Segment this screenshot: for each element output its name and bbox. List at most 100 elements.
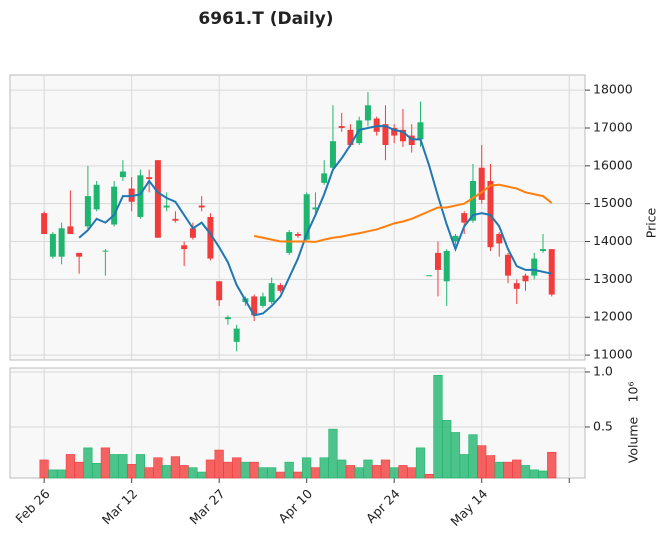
volume-bar (109, 454, 119, 479)
candle-body (111, 186, 118, 225)
volume-bar (337, 459, 347, 479)
candle-body (469, 180, 476, 221)
volume-bar (468, 434, 478, 479)
x-tick-label: Mar 12 (99, 486, 140, 527)
volume-bar (153, 457, 163, 479)
volume-bar (345, 465, 356, 479)
candle-body (163, 205, 170, 208)
candle-body (294, 233, 301, 236)
candle-body (347, 129, 354, 146)
volume-bar (293, 471, 303, 479)
moving-average (78, 125, 552, 317)
volume-bar (48, 469, 58, 479)
candle-body (434, 252, 441, 270)
candle-body (119, 171, 126, 178)
volume-bar (275, 471, 286, 479)
volume-bar (389, 467, 399, 479)
candle-body (198, 205, 205, 208)
volume-bar (433, 374, 443, 479)
y-tick-label: 15000 (593, 195, 633, 210)
y-tick-label: 17000 (593, 119, 633, 134)
candle-body (84, 196, 91, 227)
candle-body (513, 283, 520, 289)
candle-body (58, 228, 65, 257)
volume-bar (267, 467, 277, 479)
candle-body (251, 296, 258, 316)
volume-bar (407, 467, 417, 479)
candle-body (268, 283, 275, 303)
candle-body (443, 250, 450, 282)
candle-body (76, 252, 83, 257)
candle-body (338, 126, 345, 128)
volume-axis-label: Volume (626, 416, 641, 463)
volume-bar (39, 459, 49, 479)
candle-body (154, 160, 161, 238)
x-tick-label: Feb 26 (12, 486, 52, 526)
candle-body (137, 175, 144, 217)
volume-bar (398, 465, 408, 479)
volume-bar (485, 455, 496, 479)
x-tick-label: Mar 27 (186, 486, 227, 527)
candle-body (417, 122, 424, 140)
candle-body (391, 127, 398, 136)
volume-bar (520, 465, 531, 479)
volume-bar (162, 465, 172, 479)
candle-body (102, 250, 109, 252)
volume-bar (450, 432, 461, 479)
y-tick-label: 14000 (593, 233, 633, 248)
x-tick-label: Apr 24 (363, 486, 403, 526)
volume-offset-label: 10⁶ (626, 382, 641, 403)
volume-bar (284, 461, 294, 479)
volume-bar (494, 461, 504, 479)
volume-bar (197, 471, 207, 479)
y-tick-label: 18000 (593, 82, 633, 97)
candle-body (181, 245, 188, 250)
volume-bar (57, 469, 67, 479)
candle-body (224, 317, 231, 320)
volume-bar (74, 461, 84, 479)
volume-bar (65, 454, 75, 479)
candle-body (452, 235, 459, 242)
volume-bar (232, 457, 242, 479)
volume-bar (529, 469, 539, 479)
y-tick-label: 12000 (593, 309, 633, 324)
volume-bar (442, 420, 452, 479)
volume-bar (135, 454, 146, 479)
candle-body (67, 226, 74, 234)
candle-body (321, 173, 328, 183)
volume-bar (214, 449, 224, 479)
y-tick-label: 1.0 (593, 363, 613, 378)
candle-body (522, 275, 529, 282)
volume-bar (424, 473, 434, 479)
candle-body (303, 194, 310, 240)
candle-body (426, 275, 433, 277)
volume-bar (92, 462, 102, 479)
chart-title: 6961.T (Daily) (198, 9, 333, 29)
volume-bar (83, 447, 93, 479)
volume-bar (100, 447, 110, 479)
y-tick-label: 13000 (593, 271, 633, 286)
y-tick-label: 0.5 (593, 418, 613, 433)
volume-bar (310, 467, 321, 479)
candle-body (312, 207, 319, 210)
volume-bar (503, 461, 513, 479)
volume-bar (223, 461, 233, 479)
volume-bar (354, 467, 364, 479)
volume-bar (205, 459, 216, 479)
candle-body (277, 285, 284, 291)
y-tick-label: 16000 (593, 157, 633, 172)
candle-body (329, 141, 336, 168)
volume-bar (512, 459, 522, 479)
candle-body (172, 218, 179, 221)
candle-body (531, 258, 538, 276)
volume-bar (372, 465, 382, 479)
candle-body (93, 184, 100, 210)
candle-body (259, 296, 266, 306)
volume-bar (459, 454, 469, 479)
volume-bar (477, 445, 487, 479)
candle-body (382, 124, 389, 146)
candle-body (233, 328, 240, 342)
candle-body (364, 105, 371, 121)
candle-body (207, 216, 214, 259)
candle-body (189, 228, 196, 238)
